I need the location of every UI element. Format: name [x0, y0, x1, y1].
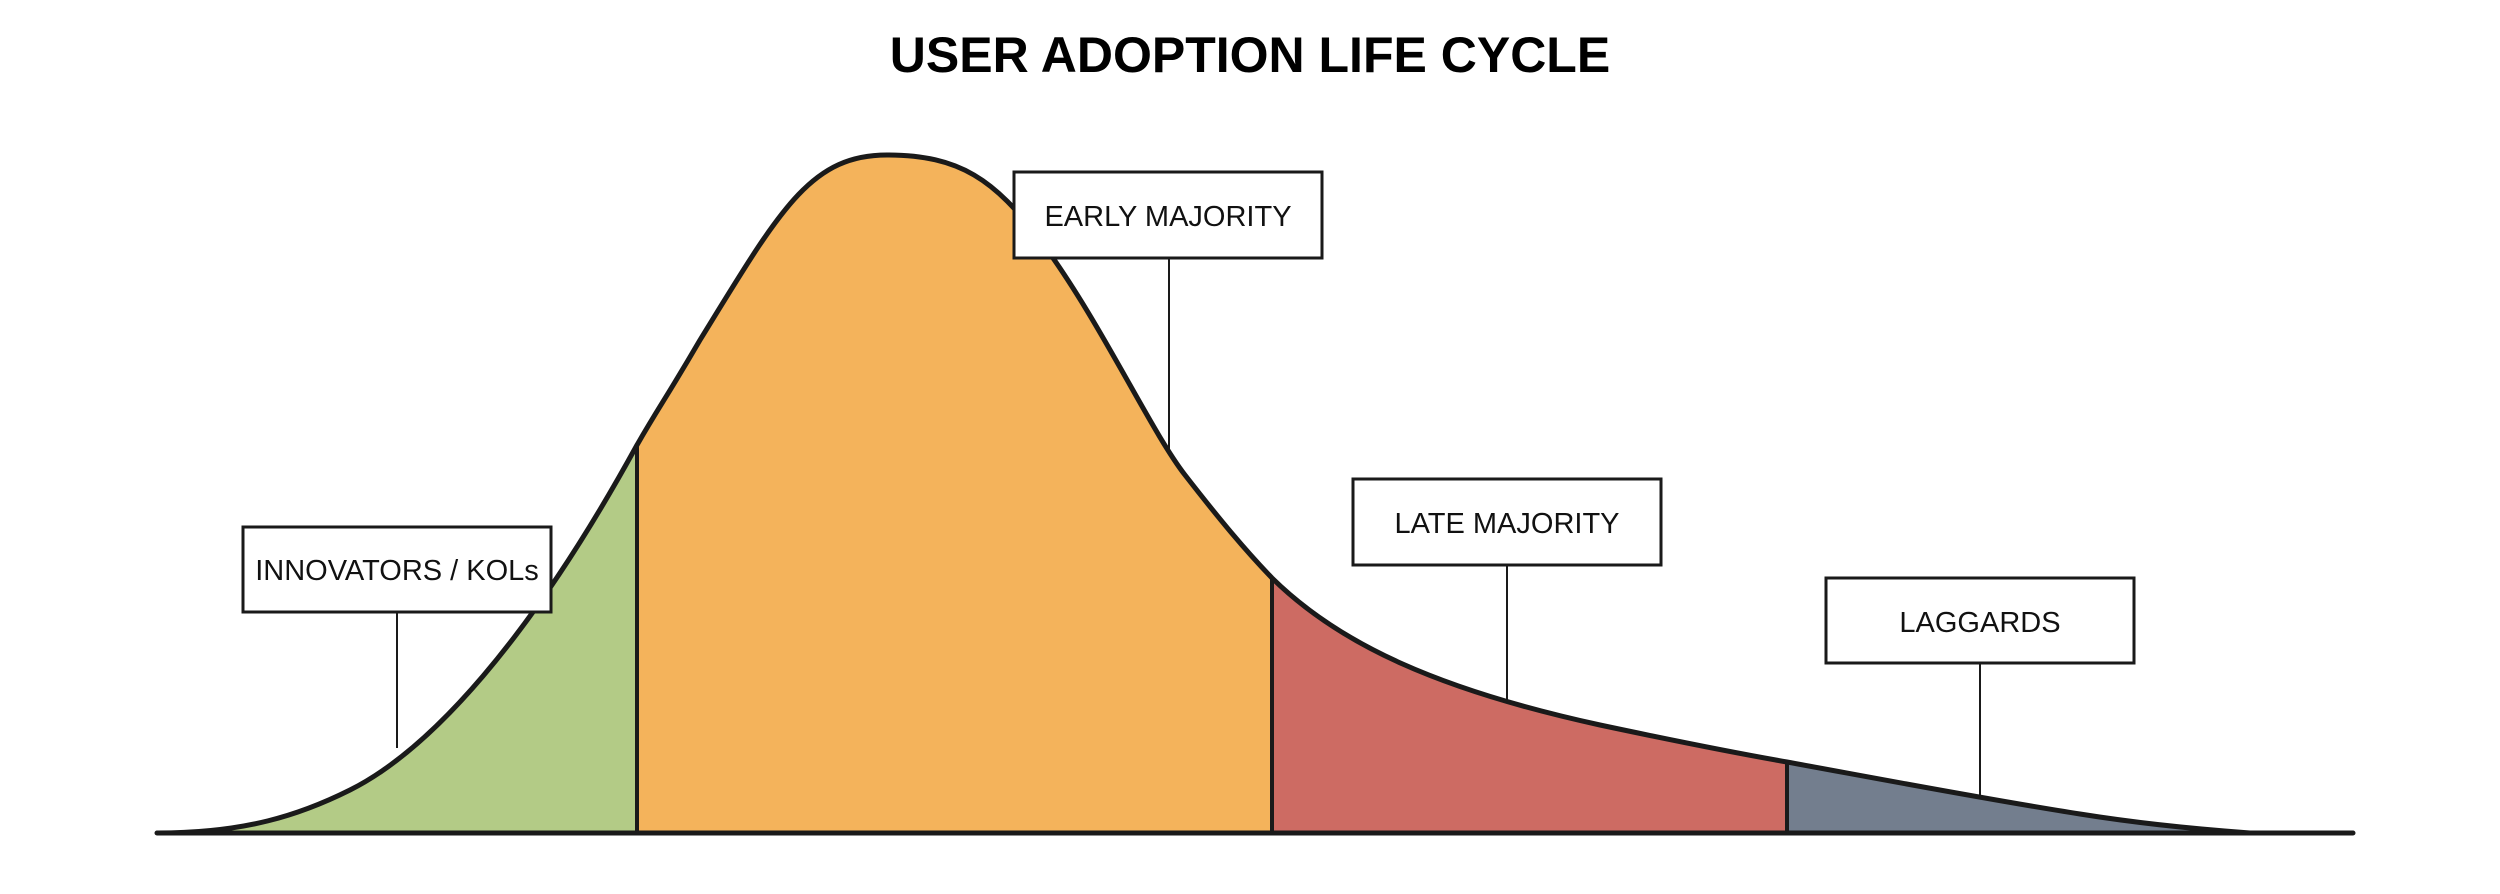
segment-laggards — [1787, 762, 2250, 833]
callout-box-late-majority — [1351, 477, 1663, 567]
diagram-title: USER ADOPTION LIFE CYCLE — [890, 27, 1610, 83]
segment-late-majority — [1272, 578, 1787, 833]
callout-box-early-majority — [1012, 170, 1324, 260]
label-innovators: INNOVATORS / KOLs — [255, 555, 539, 587]
segment-innovators — [158, 445, 637, 833]
callout-box-innovators — [241, 525, 553, 614]
label-laggards: LAGGARDS — [1899, 607, 2060, 639]
label-late-majority: LATE MAJORITY — [1394, 508, 1619, 540]
segment-early-majority — [637, 155, 1272, 833]
label-early-majority: EARLY MAJORITY — [1044, 201, 1291, 233]
callout-box-laggards — [1824, 576, 2136, 665]
